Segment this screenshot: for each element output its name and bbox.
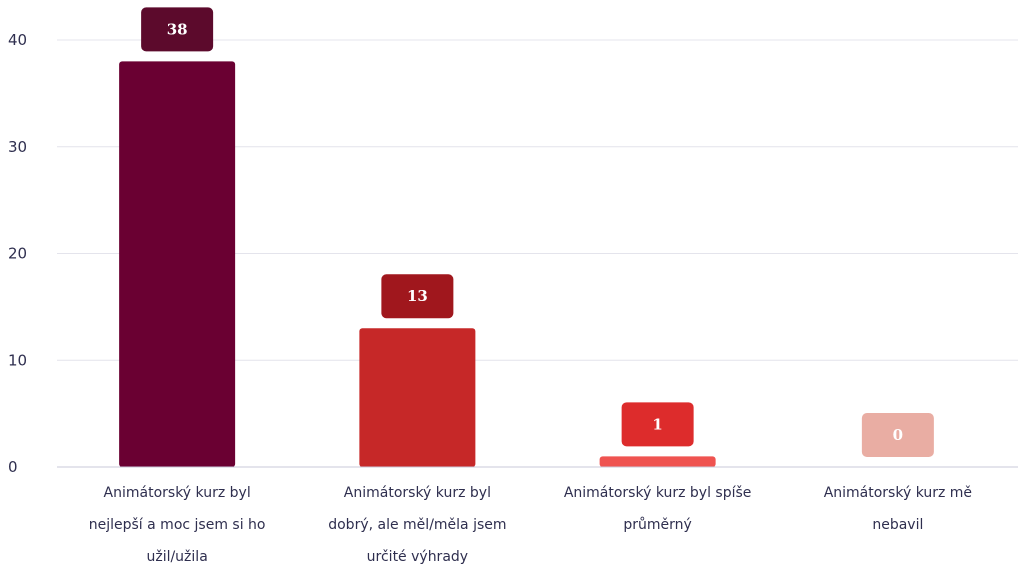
data-label: 13 (407, 287, 428, 305)
data-label: 1 (652, 415, 662, 433)
y-tick-label: 30 (8, 138, 27, 156)
data-label: 0 (893, 426, 903, 444)
category-label: užil/užila (146, 549, 207, 565)
x-axis: Animátorský kurz byl nejlepší a moc jsem … (57, 466, 1018, 565)
data-label-box (861, 413, 934, 457)
category-label: nebavil (872, 517, 923, 533)
y-axis: 0 10 20 30 40 (8, 31, 27, 476)
y-tick-label: 10 (8, 351, 27, 369)
category-label: nejlepší a moc jsem si ho (89, 517, 266, 533)
data-label: 38 (167, 20, 188, 38)
category-label: Animátorský kurz mě (824, 485, 972, 501)
bar (119, 61, 236, 467)
y-tick-label: 40 (8, 31, 27, 49)
data-label-box (621, 402, 694, 447)
bars: 38 13 1 0 (119, 7, 934, 467)
bar (599, 456, 716, 467)
data-label-box (141, 7, 214, 52)
category-label: určité výhrady (367, 549, 468, 565)
data-label-box (381, 274, 454, 319)
category-label: průměrný (623, 517, 691, 533)
bar (359, 328, 476, 467)
y-tick-label: 20 (8, 245, 27, 263)
y-tick-label: 0 (8, 458, 18, 476)
category-label: Animátorský kurz byl (344, 485, 491, 501)
category-label: dobrý, ale měl/měla jsem (328, 517, 506, 533)
category-label: Animátorský kurz byl (104, 485, 251, 501)
category-label: Animátorský kurz byl spíše (564, 485, 752, 501)
